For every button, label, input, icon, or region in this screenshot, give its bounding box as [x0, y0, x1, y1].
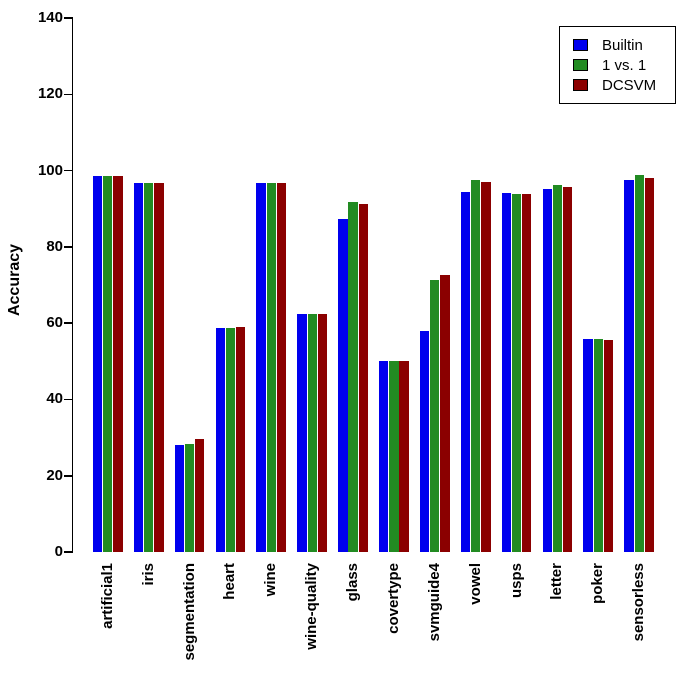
bar-glass-builtin — [338, 218, 348, 552]
bar-iris-dcsvm — [154, 182, 164, 552]
y-tick-label: 60 — [46, 314, 63, 332]
bar-wine-quality-builtin — [297, 313, 307, 552]
bar-svmguide4-dcsvm — [440, 275, 450, 552]
bar-glass-dcsvm — [358, 203, 368, 552]
bar-usps-dcsvm — [522, 193, 532, 552]
legend-label: DCSVM — [602, 76, 657, 94]
y-tick-label: 80 — [46, 237, 63, 255]
y-tick-label: 40 — [46, 390, 63, 408]
y-tick — [64, 398, 72, 401]
bar-letter-1-vs-1 — [552, 184, 563, 552]
x-axis-label-usps: usps — [507, 563, 525, 599]
x-axis-label-segmentation: segmentation — [180, 563, 198, 661]
bar-usps-builtin — [501, 192, 511, 552]
bar-wine-quality-dcsvm — [317, 313, 328, 552]
x-axis-label-wine-quality: wine-quality — [303, 563, 321, 650]
x-axis-label-vowel: vowel — [466, 563, 484, 605]
legend-swatch-dcsvm — [573, 79, 588, 91]
bar-segmentation-dcsvm — [195, 439, 205, 552]
legend-swatch-1vs1 — [573, 59, 588, 71]
bar-artificial1-1-vs-1 — [103, 175, 113, 552]
bar-vowel-1-vs-1 — [471, 180, 481, 552]
x-axis-label-heart: heart — [221, 563, 239, 600]
legend-item: DCSVM — [573, 75, 675, 95]
bar-iris-builtin — [133, 182, 144, 552]
y-tick-label: 140 — [37, 9, 63, 26]
bar-heart-builtin — [215, 327, 225, 552]
y-tick — [64, 169, 72, 172]
y-tick-label: 0 — [54, 543, 63, 560]
bar-poker-dcsvm — [603, 340, 614, 552]
y-tick-label: 20 — [46, 466, 63, 484]
x-axis-label-iris: iris — [139, 563, 157, 586]
bar-usps-1-vs-1 — [511, 193, 522, 552]
y-tick-label: 100 — [37, 161, 63, 179]
bar-segmentation-builtin — [174, 445, 185, 552]
x-axis-label-glass: glass — [344, 563, 362, 602]
bar-iris-1-vs-1 — [144, 182, 154, 552]
y-tick — [64, 551, 72, 553]
y-tick — [64, 17, 72, 19]
bar-artificial1-dcsvm — [113, 175, 123, 552]
bar-covertype-dcsvm — [399, 360, 409, 552]
legend-swatch-builtin — [573, 39, 588, 51]
bar-letter-dcsvm — [562, 187, 573, 552]
x-axis-label-sensorless: sensorless — [630, 563, 648, 642]
x-axis-label-letter: letter — [548, 563, 566, 600]
bar-letter-builtin — [542, 188, 552, 552]
bar-glass-1-vs-1 — [348, 201, 358, 552]
y-axis-title: Accuracy — [6, 243, 23, 317]
bar-artificial1-builtin — [93, 175, 103, 552]
bar-heart-1-vs-1 — [225, 327, 236, 552]
bar-wine-builtin — [256, 182, 266, 552]
bar-covertype-1-vs-1 — [389, 360, 399, 552]
bar-vowel-dcsvm — [481, 182, 491, 552]
bar-poker-1-vs-1 — [593, 339, 603, 552]
y-tick — [64, 93, 72, 96]
bar-poker-builtin — [583, 339, 593, 552]
y-tick-label: 120 — [37, 85, 63, 103]
x-axis-label-poker: poker — [589, 563, 607, 604]
y-axis-line — [71, 17, 73, 553]
y-tick — [64, 474, 72, 477]
legend-label: Builtin — [602, 36, 643, 54]
x-axis-label-covertype: covertype — [384, 563, 402, 634]
legend-item: Builtin — [573, 35, 675, 55]
bar-sensorless-builtin — [624, 179, 634, 552]
y-tick — [64, 246, 72, 248]
x-axis-label-artificial1: artificial1 — [98, 563, 116, 629]
bar-wine-dcsvm — [276, 182, 287, 552]
bar-heart-dcsvm — [236, 326, 246, 552]
legend-item: 1 vs. 1 — [573, 55, 675, 75]
bar-wine-quality-1-vs-1 — [307, 313, 317, 552]
legend: Builtin 1 vs. 1 DCSVM — [559, 26, 676, 104]
bar-svmguide4-1-vs-1 — [430, 280, 440, 552]
legend-label: 1 vs. 1 — [602, 56, 647, 74]
bar-segmentation-1-vs-1 — [184, 444, 195, 552]
bar-vowel-builtin — [460, 192, 471, 552]
bar-wine-1-vs-1 — [266, 182, 276, 552]
x-axis-label-wine: wine — [262, 563, 280, 597]
bar-sensorless-1-vs-1 — [634, 174, 644, 552]
x-axis-label-svmguide4: svmguide4 — [425, 563, 443, 642]
bar-svmguide4-builtin — [419, 330, 430, 552]
bar-sensorless-dcsvm — [644, 177, 654, 552]
y-tick — [64, 322, 72, 324]
bar-covertype-builtin — [379, 360, 389, 552]
